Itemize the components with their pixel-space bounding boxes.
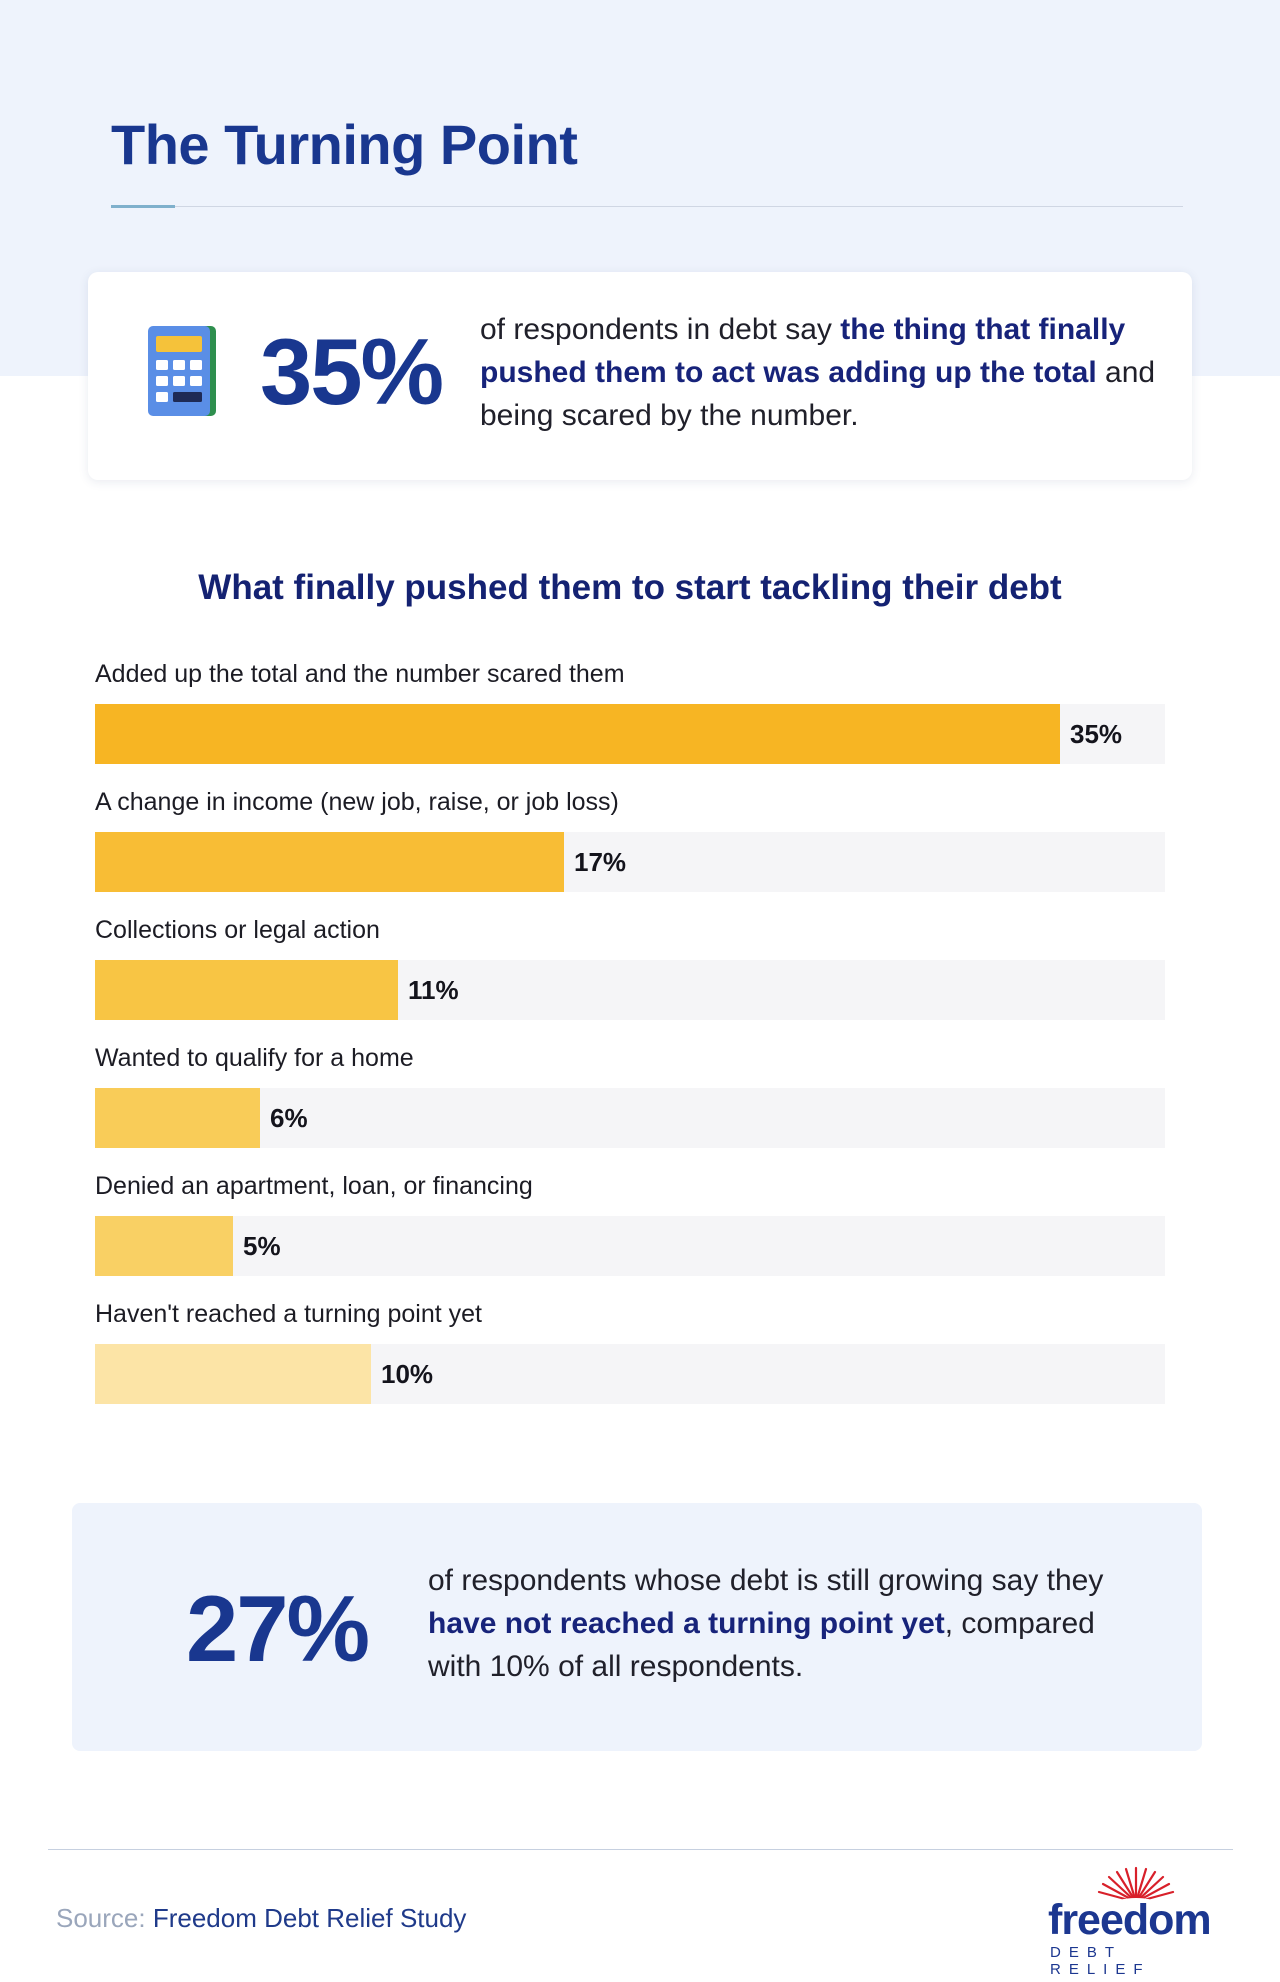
top-stat-text-end: and being scared by the number. bbox=[480, 356, 1156, 432]
sunburst-icon bbox=[1097, 1866, 1175, 1908]
title-divider bbox=[111, 206, 1183, 207]
top-stat-description: of respondents in debt say the thing tha… bbox=[480, 308, 1160, 437]
bar-chart: Added up the total and the number scared… bbox=[95, 660, 1165, 1420]
bar-category-label: Haven't reached a turning point yet bbox=[95, 1300, 482, 1328]
bottom-stat-description: of respondents whose debt is still growi… bbox=[428, 1559, 1128, 1688]
top-stat-card: 35% of respondents in debt say the thing… bbox=[88, 272, 1192, 480]
bar-track bbox=[95, 1216, 1165, 1276]
bottom-stat-text-start: of respondents whose debt is still growi… bbox=[428, 1564, 1104, 1597]
logo-subtitle: DEBT RELIEF bbox=[1050, 1944, 1151, 1978]
bar-value-label: 35% bbox=[1070, 719, 1123, 749]
bar-value-label: 11% bbox=[408, 975, 459, 1005]
bar-value-label: 10% bbox=[381, 1359, 434, 1389]
logo-wordmark: freedom bbox=[1048, 1896, 1212, 1944]
bar-category-label: Denied an apartment, loan, or financing bbox=[95, 1172, 533, 1200]
freedom-logo: freedom DEBT RELIEF bbox=[1046, 1858, 1226, 1978]
bar bbox=[95, 704, 1060, 764]
bar-value-label: 6% bbox=[270, 1103, 308, 1133]
chart-title: What finally pushed them to start tackli… bbox=[198, 568, 1062, 607]
bar-category-label: Wanted to qualify for a home bbox=[95, 1044, 414, 1072]
page-title: The Turning Point bbox=[111, 113, 578, 176]
bar bbox=[95, 1088, 260, 1148]
bottom-stat-highlight: have not reached a turning point yet bbox=[428, 1607, 945, 1640]
bar bbox=[95, 960, 398, 1020]
calculator-icon bbox=[148, 326, 216, 421]
source-label: Source: bbox=[56, 1903, 146, 1933]
bottom-stat-text-end: , compared with 10% of all respondents. bbox=[428, 1607, 1095, 1683]
bar-value-label: 17% bbox=[574, 847, 627, 877]
footer-divider bbox=[48, 1849, 1233, 1850]
bar bbox=[95, 1344, 371, 1404]
top-stat-value: 35% bbox=[260, 319, 444, 424]
bar-category-label: Collections or legal action bbox=[95, 916, 380, 944]
top-stat-highlight: the thing that finally pushed them to ac… bbox=[480, 313, 1126, 389]
bar-category-label: A change in income (new job, raise, or j… bbox=[95, 788, 619, 816]
title-divider-accent bbox=[111, 205, 175, 208]
bar-category-label: Added up the total and the number scared… bbox=[95, 660, 625, 688]
source-line: Source: Freedom Debt Relief Study bbox=[56, 1903, 466, 1934]
bar bbox=[95, 832, 564, 892]
source-name: Freedom Debt Relief Study bbox=[152, 1903, 467, 1933]
bottom-stat-card: 27% of respondents whose debt is still g… bbox=[72, 1503, 1202, 1751]
bar-value-label: 5% bbox=[243, 1231, 281, 1261]
bottom-stat-value: 27% bbox=[186, 1576, 370, 1681]
bar-track bbox=[95, 1088, 1165, 1148]
top-stat-text-start: of respondents in debt say bbox=[480, 313, 841, 346]
bar bbox=[95, 1216, 233, 1276]
